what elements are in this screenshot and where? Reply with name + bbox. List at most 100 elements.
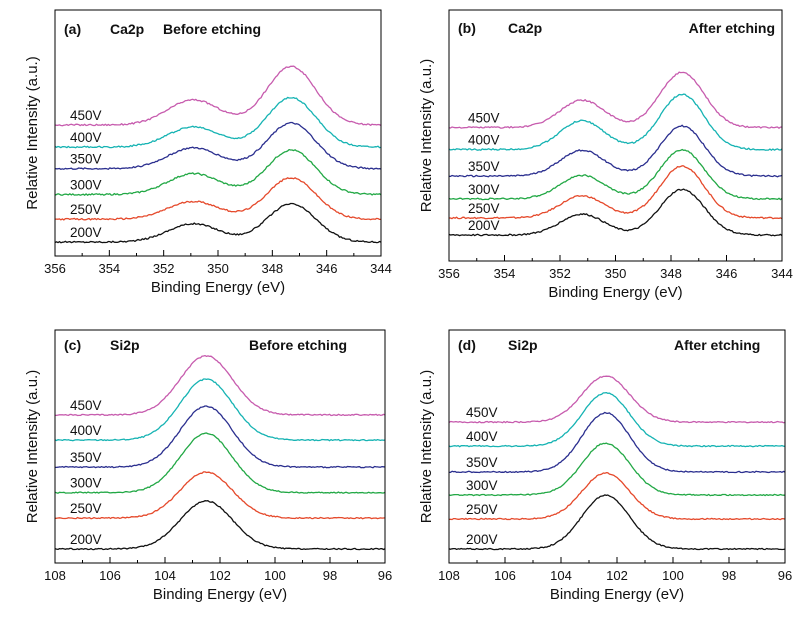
series-label-300V: 300V <box>70 178 102 193</box>
series-label-450V: 450V <box>70 398 102 413</box>
series-label-350V: 350V <box>466 455 498 470</box>
x-axis-label: Binding Energy (eV) <box>151 279 285 296</box>
series-label-250V: 250V <box>468 201 500 216</box>
y-axis-label: Relative Intensity (a.u.) <box>418 370 435 523</box>
series-label-200V: 200V <box>468 218 500 233</box>
y-axis-label: Relative Intensity (a.u.) <box>24 56 41 209</box>
panel-letter: (d) <box>458 337 476 353</box>
series-label-200V: 200V <box>70 532 102 547</box>
series-label-400V: 400V <box>466 429 498 444</box>
panel-c: 200V 250V 300V 350V 400V 450V 108 106 104 102 100 9… <box>24 329 392 603</box>
series-label-200V: 200V <box>70 225 102 240</box>
x-tick-label: 102 <box>209 568 231 583</box>
x-tick-label: 100 <box>264 568 286 583</box>
series-label-300V: 300V <box>70 476 102 491</box>
x-tick-label: 104 <box>550 568 572 583</box>
x-tick-label: 354 <box>98 261 120 276</box>
x-tick-label: 102 <box>606 568 628 583</box>
x-tick-label: 96 <box>378 568 392 583</box>
series-line-450V <box>448 71 783 129</box>
x-tick-label: 98 <box>323 568 337 583</box>
x-tick-label: 350 <box>207 261 229 276</box>
x-tick-label: 106 <box>494 568 516 583</box>
panel-d: 200V 250V 300V 350V 400V 450V 108 106 104 102 100 9… <box>418 329 792 603</box>
series-line-450V <box>54 354 386 417</box>
core-level-title: Si2p <box>110 337 140 353</box>
series-label-450V: 450V <box>468 111 500 126</box>
x-tick-label: 108 <box>438 568 460 583</box>
x-tick-label: 356 <box>438 266 460 281</box>
series-label-300V: 300V <box>466 478 498 493</box>
series-line-300V <box>54 432 386 494</box>
series-label-250V: 250V <box>70 501 102 516</box>
series-line-200V <box>54 202 382 244</box>
series-label-400V: 400V <box>70 130 102 145</box>
series-line-450V <box>448 375 786 424</box>
panel-b: 200V 250V 300V 350V 400V 450V 356 354 352 350 348 3… <box>418 9 793 301</box>
panel-letter: (a) <box>64 21 81 37</box>
series-line-250V <box>449 165 783 220</box>
y-axis-label: Relative Intensity (a.u.) <box>418 59 435 212</box>
series-label-250V: 250V <box>70 202 102 217</box>
core-level-title: Ca2p <box>110 21 144 37</box>
series-line-250V <box>55 471 386 520</box>
x-tick-label: 352 <box>549 266 571 281</box>
x-tick-label: 108 <box>44 568 66 583</box>
x-tick-label: 352 <box>153 261 175 276</box>
condition-title: Before etching <box>163 21 261 37</box>
series-label-400V: 400V <box>468 133 500 148</box>
x-tick-label: 346 <box>716 266 738 281</box>
series-line-250V <box>55 177 381 221</box>
panel-letter: (c) <box>64 337 81 353</box>
x-tick-label: 106 <box>99 568 121 583</box>
x-tick-label: 100 <box>662 568 684 583</box>
series-label-200V: 200V <box>466 532 498 547</box>
x-axis-label: Binding Energy (eV) <box>153 586 287 603</box>
x-tick-label: 354 <box>494 266 516 281</box>
series-label-450V: 450V <box>466 405 498 420</box>
condition-title: After etching <box>674 337 760 353</box>
panel-a: 200V 250V 300V 350V 400V 450V 356 354 352 350 348 3… <box>24 9 392 296</box>
series-line-200V <box>54 500 386 551</box>
series-line-300V <box>448 442 785 497</box>
series-line-250V <box>448 472 786 521</box>
series-line-350V <box>54 121 382 170</box>
x-tick-label: 350 <box>605 266 627 281</box>
series-label-350V: 350V <box>468 159 500 174</box>
plot-frame <box>54 329 386 564</box>
condition-title: Before etching <box>249 337 347 353</box>
x-axis-label: Binding Energy (eV) <box>550 586 684 603</box>
series-line-400V <box>54 378 386 442</box>
series-line-300V <box>54 148 382 196</box>
x-tick-label: 346 <box>316 261 338 276</box>
y-axis-label: Relative Intensity (a.u.) <box>24 370 41 523</box>
x-tick-label: 348 <box>261 261 283 276</box>
core-level-title: Ca2p <box>508 20 542 36</box>
series-label-350V: 350V <box>70 450 102 465</box>
series-line-300V <box>448 148 783 201</box>
series-line-350V <box>448 124 783 178</box>
series-line-350V <box>55 405 386 469</box>
condition-title: After etching <box>689 20 775 36</box>
series-line-400V <box>448 93 783 151</box>
series-line-400V <box>54 96 382 149</box>
core-level-title: Si2p <box>508 337 538 353</box>
series-label-400V: 400V <box>70 423 102 438</box>
x-tick-label: 356 <box>44 261 66 276</box>
x-axis-label: Binding Energy (eV) <box>548 284 682 301</box>
x-tick-label: 344 <box>771 266 793 281</box>
x-tick-label: 104 <box>154 568 176 583</box>
series-line-350V <box>448 411 786 474</box>
series-label-450V: 450V <box>70 108 102 123</box>
series-line-400V <box>448 391 786 448</box>
series-line-200V <box>448 494 786 551</box>
series-label-300V: 300V <box>468 182 500 197</box>
x-tick-label: 344 <box>370 261 392 276</box>
series-label-250V: 250V <box>466 502 498 517</box>
x-tick-label: 348 <box>660 266 682 281</box>
series-line-200V <box>448 188 783 237</box>
series-line-450V <box>54 65 382 127</box>
x-tick-label: 98 <box>722 568 736 583</box>
series-label-350V: 350V <box>70 152 102 167</box>
